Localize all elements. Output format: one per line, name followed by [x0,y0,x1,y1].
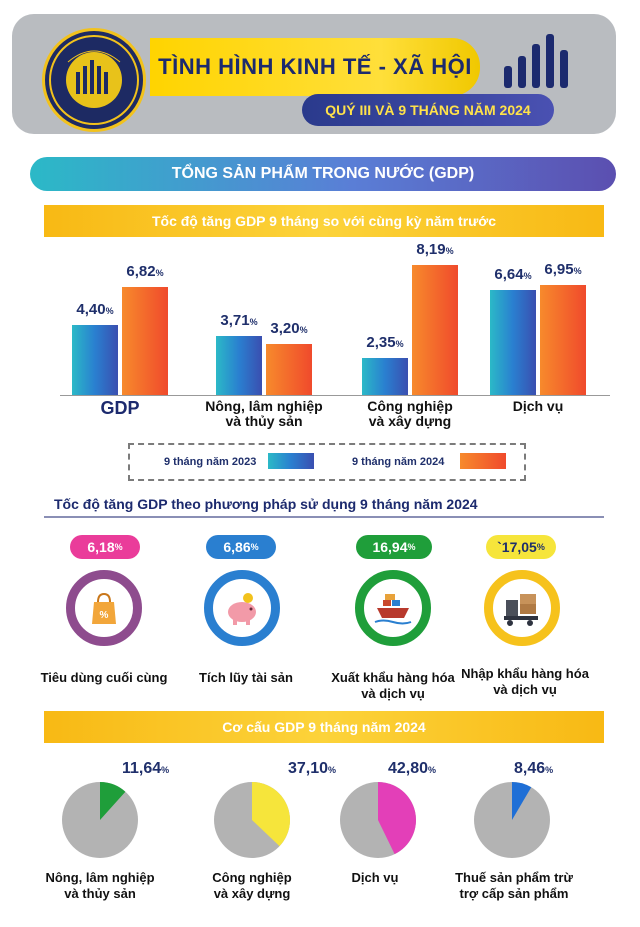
bar-value-label: 3,20% [270,320,308,338]
gdp-structure-pies: 11,64% Nông, lâm nghiệp và thủy sản 37,10% C… [0,750,640,920]
bar-value-label: 6,64% [494,265,532,283]
shopping-bag-icon: % [92,592,116,624]
usage-label-2: Tích lũy tài sản [199,670,293,685]
pie-chart-2 [214,782,290,858]
gso-logo [42,28,146,132]
pie-category-label: Nông, lâm nghiệp và thủy sản [45,870,155,901]
gso-logo-emblem [49,35,139,125]
pie-value-label: 42,80% [388,760,437,777]
pie-section-title: Cơ cấu GDP 9 tháng năm 2024 [44,711,604,743]
pie-chart-4 [474,782,550,858]
bar-category-label: Dịch vụ [512,398,564,414]
bar-value-label: 8,19% [416,240,454,258]
report-subtitle: QUÝ III VÀ 9 THÁNG NĂM 2024 [302,94,554,126]
svg-text:%: % [100,610,109,621]
forklift-icon [504,594,538,626]
legend-label-2024: 9 tháng năm 2024 [352,456,445,468]
bar-2024-3 [412,264,458,395]
bar-category-label: GDP [100,398,140,418]
bar-category-label: Nông, lâm nghiệp và thủy sản [205,398,323,429]
bar-2023-1 [72,325,118,395]
usage-value-pill-2: 6,86% [206,535,276,559]
bar-chart-title: Tốc độ tăng GDP 9 tháng so với cùng kỳ n… [44,205,604,237]
pie-category-label: Thuế sản phẩm trừ trợ cấp sản phẩm [455,870,573,901]
report-title: TÌNH HÌNH KINH TẾ - XÃ HỘI [150,38,480,96]
piggy-bank-icon [228,593,256,625]
bar-value-label: 6,95% [544,260,582,278]
bar-chart-icon [504,34,568,88]
bar-category-label: Công nghiệp và xây dựng [367,398,453,429]
usage-ring-4 [484,570,560,646]
pie-slice-1 [100,782,126,820]
bar-2024-2 [266,344,312,395]
pie-value-label: 11,64% [122,760,170,777]
pie-chart-1 [62,782,138,858]
usage-section-title: Tốc độ tăng GDP theo phương pháp sử dụng… [54,496,478,512]
bar-2024-4 [540,284,586,395]
bar-value-label: 6,82% [126,262,164,280]
pie-category-label: Dịch vụ [351,870,399,885]
cargo-ship-icon [374,594,412,625]
chart-legend [128,443,526,481]
gdp-growth-bar-chart: 4,40% 6,82% GDP 3,71% 3,20% Nông, lâm nghiệp v… [40,241,610,435]
usage-value-pill-1: 6,18% [70,535,140,559]
bar-chart-baseline [60,395,610,396]
pie-value-label: 37,10% [288,760,337,777]
usage-value-pill-4: `17,05% [486,535,556,559]
pie-slice-3 [378,782,416,855]
bar-2024-1 [122,286,168,395]
legend-label-2023: 9 tháng năm 2023 [164,456,257,468]
pie-slice-2 [252,782,290,847]
pie-slice-4 [512,782,532,820]
usage-title-underline [44,516,604,518]
legend-swatch-2024 [460,453,506,469]
gdp-section-banner: TỔNG SẢN PHẨM TRONG NƯỚC (GDP) [30,157,616,191]
bar-2023-3 [362,357,408,395]
usage-label-1: Tiêu dùng cuối cùng [40,670,168,685]
bar-2023-4 [490,289,536,395]
usage-ring-2 [204,570,280,646]
pie-category-label: Công nghiệp và xây dựng [212,870,292,901]
bar-2023-2 [216,336,262,395]
usage-ring-3 [355,570,431,646]
bar-value-label: 3,71% [220,312,258,330]
usage-ring-1: % [66,570,142,646]
legend-swatch-2023 [268,453,314,469]
usage-label-4: Nhập khẩu hàng hóa và dịch vụ [461,666,589,697]
usage-value-pill-3: 16,94% [356,535,432,559]
bar-value-label: 4,40% [76,301,114,319]
bar-value-label: 2,35% [366,333,404,351]
pie-chart-3 [340,782,416,858]
usage-label-3: Xuất khẩu hàng hóa và dịch vụ [331,670,455,701]
pie-value-label: 8,46% [514,760,554,777]
